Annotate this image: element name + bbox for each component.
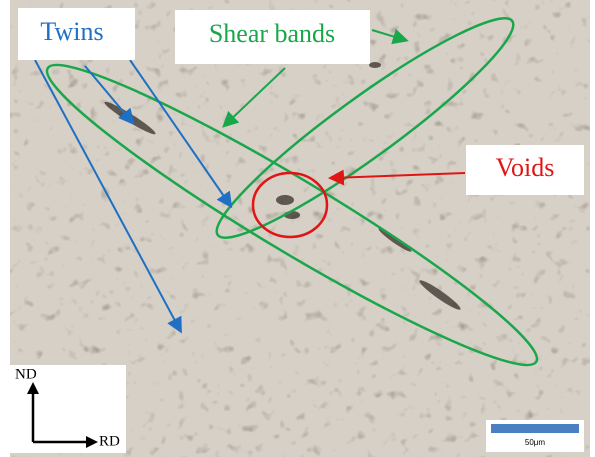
rd-label: RD	[99, 433, 120, 449]
twins-label: Twins	[40, 17, 103, 46]
nd-label: ND	[15, 366, 37, 382]
scale-label: 50μm	[525, 438, 546, 447]
scale-bar	[491, 424, 579, 433]
voids-label: Voids	[496, 153, 555, 182]
shear-bands-label: Shear bands	[209, 19, 335, 48]
micrograph-figure: Twins Shear bands Voids ND RD 50μm	[0, 0, 595, 457]
